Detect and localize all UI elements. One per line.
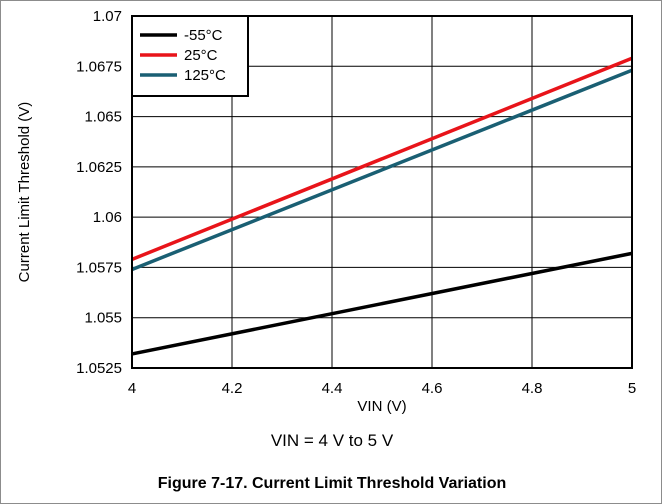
y-tick-label: 1.0625 — [76, 159, 122, 176]
x-tick-label: 4.2 — [222, 380, 243, 397]
y-tick-labels: 1.0525 1.055 1.0575 1.06 1.0625 1.065 1.0675 1.… — [76, 8, 122, 377]
y-tick-label: 1.0525 — [76, 360, 122, 377]
series-line-0 — [132, 253, 632, 354]
legend-label: -55°C — [184, 27, 223, 44]
x-tick-label: 5 — [628, 380, 636, 397]
series-lines — [132, 58, 632, 354]
legend-label: 25°C — [184, 47, 218, 64]
x-tick-label: 4.8 — [522, 380, 543, 397]
series-line-2 — [132, 70, 632, 269]
y-tick-label: 1.07 — [93, 8, 122, 25]
y-tick-label: 1.0575 — [76, 259, 122, 276]
y-tick-label: 1.0675 — [76, 58, 122, 75]
y-tick-label: 1.06 — [93, 209, 122, 226]
x-tick-label: 4.6 — [422, 380, 443, 397]
x-tick-label: 4 — [128, 380, 136, 397]
x-axis-label: VIN (V) — [357, 398, 406, 415]
x-tick-labels: 4 4.2 4.4 4.6 4.8 5 — [128, 380, 636, 397]
y-axis-label: Current Limit Threshold (V) — [16, 102, 33, 283]
line-chart: 4 4.2 4.4 4.6 4.8 5 1.0525 1.055 1.0575 1.06 1.06… — [1, 1, 662, 431]
legend-label: 125°C — [184, 67, 226, 84]
legend: -55°C 25°C 125°C — [132, 16, 248, 96]
y-tick-label: 1.055 — [84, 310, 122, 327]
condition-note: VIN = 4 V to 5 V — [1, 431, 662, 451]
x-tick-label: 4.4 — [322, 380, 343, 397]
figure-caption: Figure 7-17. Current Limit Threshold Var… — [1, 475, 662, 493]
y-tick-label: 1.065 — [84, 109, 122, 126]
